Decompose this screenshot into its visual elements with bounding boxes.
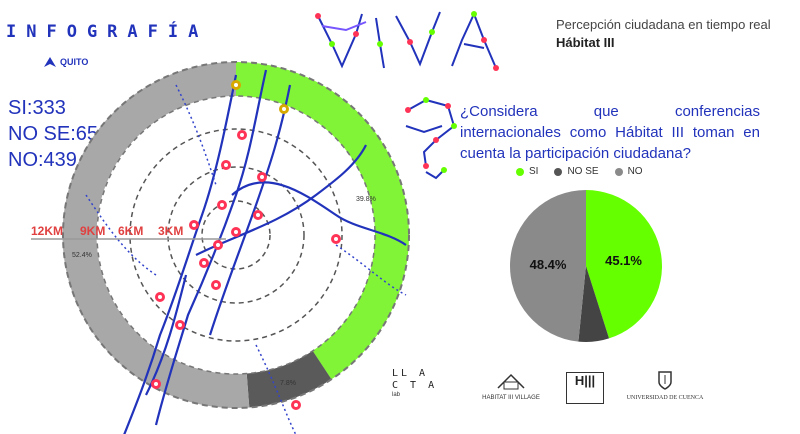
habitat-logo: H||| — [566, 372, 604, 404]
legend-label: SI — [529, 166, 539, 177]
pie-slice-nose — [578, 266, 610, 342]
distance-6km: 6KM — [118, 224, 143, 238]
vote-counts: SI:333 NO SE:65 NO:439 — [8, 95, 98, 173]
distance-12km: 12KM — [31, 224, 63, 238]
arrow-logo-icon — [44, 57, 56, 67]
llacta-logo: LL A C T A lab — [392, 368, 452, 398]
survey-question: ¿Considera que conferencias internaciona… — [460, 103, 760, 162]
pie-slice-no — [510, 190, 586, 342]
ring-label-no: 52.4% — [72, 252, 92, 259]
question-mark-icon — [405, 97, 457, 180]
cuenca-logo: UNIVERSIDAD DE CUENCA — [626, 370, 704, 401]
house-icon — [497, 373, 525, 390]
legend-item-no: NO — [614, 166, 643, 177]
ring-label-nose: 7.8% — [280, 380, 296, 387]
ring-segment-no — [62, 61, 250, 408]
legend-swatch — [614, 167, 623, 176]
pie-chart: 45.1% 48.4% — [510, 190, 662, 342]
ring-segment-nose — [246, 350, 332, 408]
habitat-village-logo: HABITAT III VILLAGE — [476, 372, 546, 401]
llacta-logo-text: LL A C T A — [392, 368, 438, 391]
ring-map: 12KM 9KM 6KM 3KM 39.8% 52.4% 7.8% — [31, 61, 410, 434]
legend-item-nose: NO SE — [554, 166, 599, 177]
habitat-logo-text: H||| — [574, 373, 596, 388]
legend: SI NO SE NO — [516, 166, 643, 177]
habitat-village-text: HABITAT III VILLAGE — [482, 395, 540, 401]
pie-slice-si — [586, 190, 662, 339]
legend-swatch — [554, 167, 563, 176]
pie-label-no: 48.4% — [530, 257, 567, 272]
count-si: SI:333 — [8, 97, 66, 119]
header-subtitle: Percepción ciudadana en tiempo real — [556, 17, 771, 32]
ring-segment-si — [235, 62, 410, 380]
count-nose: NO SE:65 — [8, 123, 99, 145]
viva-logo — [315, 11, 499, 71]
city-label: QUITO — [44, 57, 88, 67]
header-title: Hábitat III — [556, 35, 615, 50]
pie-label-si: 45.1% — [605, 253, 642, 268]
cuenca-text: UNIVERSIDAD DE CUENCA — [626, 395, 704, 401]
brand-title: INFOGRAFÍA — [6, 22, 209, 42]
count-no: NO:439 — [8, 149, 77, 171]
legend-item-si: SI — [516, 166, 538, 177]
llacta-logo-sub: lab — [392, 392, 401, 398]
legend-swatch — [516, 167, 524, 176]
crest-icon — [658, 371, 672, 390]
ring-label-si: 39.8% — [356, 196, 376, 203]
legend-label: NO SE — [567, 166, 599, 177]
distance-9km: 9KM — [80, 224, 105, 238]
city-name: QUITO — [60, 57, 89, 67]
distance-3km: 3KM — [158, 224, 183, 238]
legend-label: NO — [627, 166, 643, 177]
